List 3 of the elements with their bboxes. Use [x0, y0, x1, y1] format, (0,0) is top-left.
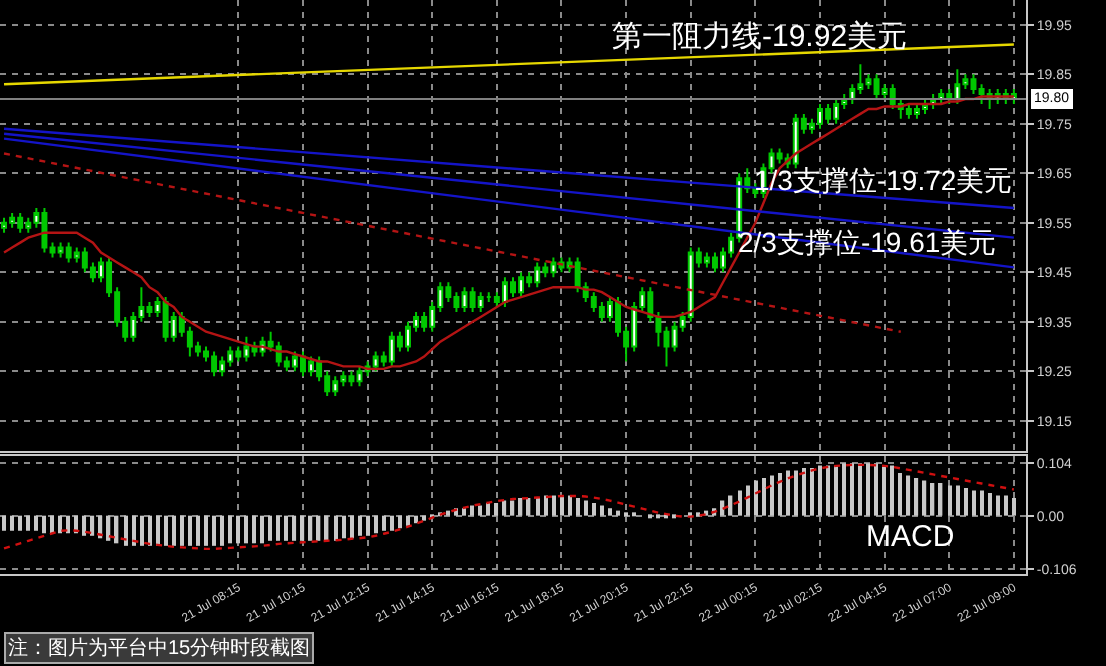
annotation: MACD: [866, 520, 955, 554]
annotation: 第一阻力线-19.92美元: [612, 20, 908, 54]
text: 注：图片为平台中15分钟时段截图: [8, 636, 311, 660]
